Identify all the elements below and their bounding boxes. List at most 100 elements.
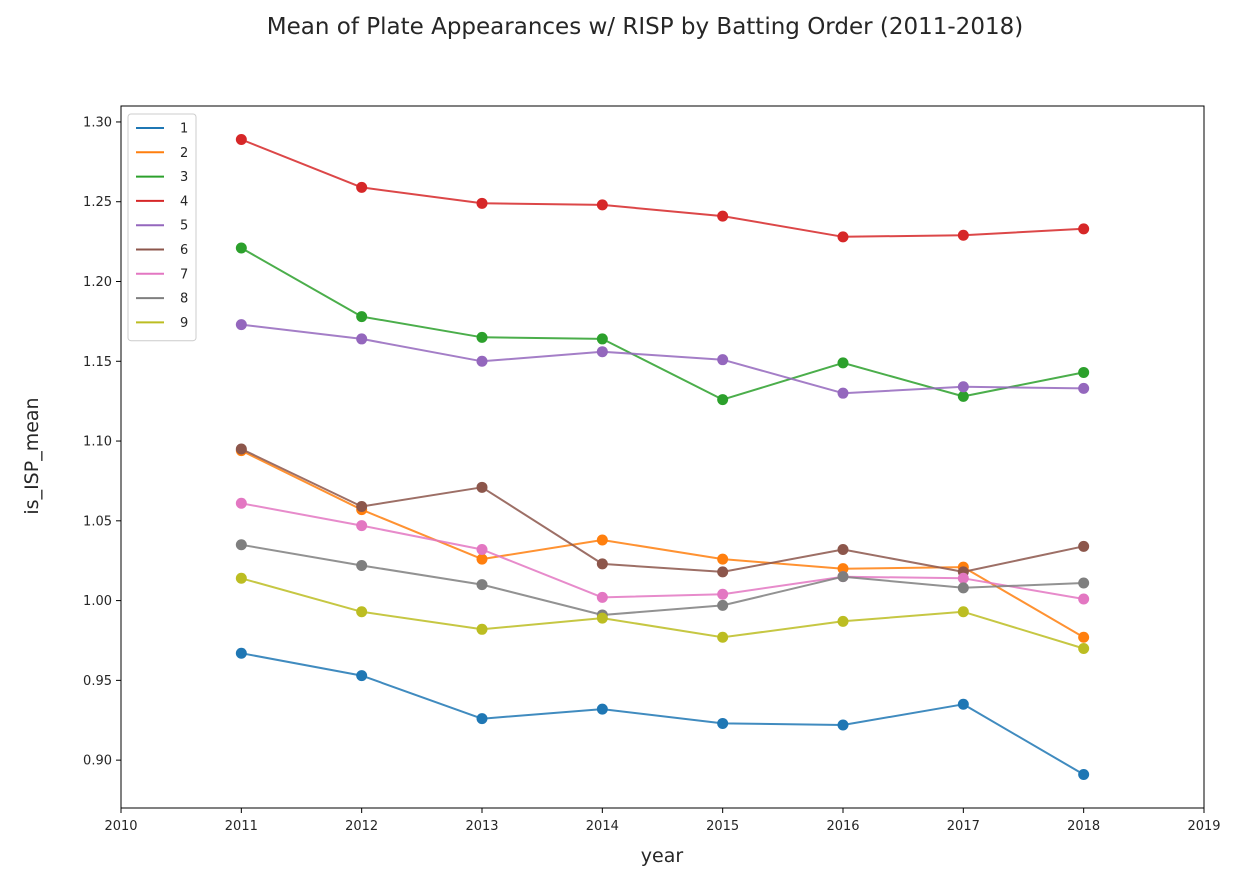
legend-label-5: 5 bbox=[180, 219, 188, 234]
data-point-9 bbox=[356, 606, 368, 618]
data-point-9 bbox=[957, 606, 969, 618]
y-tick-label: 1.20 bbox=[83, 275, 112, 290]
data-point-7 bbox=[1078, 593, 1090, 605]
data-point-6 bbox=[596, 558, 608, 570]
data-point-2 bbox=[837, 563, 849, 575]
data-point-1 bbox=[957, 698, 969, 710]
data-point-5 bbox=[717, 354, 729, 366]
data-point-5 bbox=[957, 381, 969, 393]
x-tick-label: 2011 bbox=[225, 819, 258, 834]
data-point-7 bbox=[356, 520, 368, 532]
x-tick-label: 2018 bbox=[1067, 819, 1100, 834]
x-tick-label: 2015 bbox=[706, 819, 739, 834]
series-7 bbox=[235, 497, 1090, 605]
x-tick-label: 2016 bbox=[826, 819, 859, 834]
data-point-2 bbox=[1078, 631, 1090, 643]
y-axis-title: is_ISP_mean bbox=[21, 397, 43, 514]
data-point-4 bbox=[235, 134, 247, 146]
data-point-5 bbox=[837, 387, 849, 399]
data-point-9 bbox=[717, 631, 729, 643]
series-line-4 bbox=[240, 138, 1084, 238]
data-point-9 bbox=[235, 572, 247, 584]
series-line-9 bbox=[241, 577, 1084, 650]
series-3 bbox=[235, 242, 1090, 406]
x-tick-label: 2017 bbox=[947, 819, 980, 834]
data-point-4 bbox=[596, 199, 608, 211]
data-point-8 bbox=[235, 539, 247, 551]
series-5 bbox=[235, 319, 1090, 399]
data-point-4 bbox=[476, 197, 488, 209]
data-point-8 bbox=[837, 571, 849, 583]
data-point-6 bbox=[1078, 540, 1090, 552]
data-point-8 bbox=[1078, 577, 1090, 589]
y-tick-label: 0.90 bbox=[83, 754, 112, 769]
data-point-8 bbox=[717, 599, 729, 611]
data-point-1 bbox=[596, 703, 608, 715]
legend-label-8: 8 bbox=[180, 292, 188, 307]
legend-label-3: 3 bbox=[180, 170, 188, 185]
x-tick-label: 2010 bbox=[104, 819, 137, 834]
data-point-4 bbox=[837, 231, 849, 243]
series-9 bbox=[235, 572, 1090, 654]
data-point-1 bbox=[235, 647, 247, 659]
data-point-6 bbox=[235, 443, 247, 455]
data-point-4 bbox=[957, 229, 969, 241]
y-tick-label: 1.05 bbox=[83, 514, 112, 529]
data-point-9 bbox=[596, 612, 608, 624]
data-point-5 bbox=[596, 346, 608, 358]
series-line-8 bbox=[241, 543, 1084, 616]
data-point-1 bbox=[837, 719, 849, 731]
data-point-1 bbox=[476, 713, 488, 725]
y-axis: 0.90 0.95 1.00 1.05 1.10 1.15 1.20 1.25 1.30 bbox=[83, 115, 121, 769]
data-point-6 bbox=[476, 481, 488, 493]
series-6 bbox=[235, 443, 1090, 578]
data-point-5 bbox=[356, 333, 368, 345]
y-tick-label: 1.00 bbox=[83, 594, 112, 609]
data-point-4 bbox=[717, 210, 729, 222]
x-tick-label: 2014 bbox=[586, 819, 619, 834]
data-point-7 bbox=[957, 572, 969, 584]
x-tick-label: 2019 bbox=[1187, 819, 1220, 834]
legend-label-2: 2 bbox=[180, 146, 188, 161]
x-axis-title: year bbox=[641, 845, 684, 867]
y-tick-label: 1.10 bbox=[83, 435, 112, 450]
data-point-2 bbox=[476, 553, 488, 565]
data-point-7 bbox=[596, 591, 608, 603]
legend-label-1: 1 bbox=[180, 122, 188, 137]
legend: 1 2 3 4 5 6 7 8 9 bbox=[127, 113, 197, 342]
series-line-6 bbox=[240, 448, 1084, 573]
legend-label-6: 6 bbox=[180, 243, 188, 258]
data-point-3 bbox=[476, 331, 488, 343]
data-point-5 bbox=[235, 319, 247, 331]
x-tick-label: 2012 bbox=[345, 819, 378, 834]
data-point-4 bbox=[356, 181, 368, 193]
data-point-8 bbox=[957, 582, 969, 594]
data-point-4 bbox=[1078, 223, 1090, 235]
data-point-9 bbox=[476, 623, 488, 635]
x-axis: 2010 2011 2012 2013 2014 2015 2016 2017 2018 2019 bbox=[104, 808, 1221, 834]
series-1 bbox=[235, 647, 1090, 780]
data-point-7 bbox=[476, 544, 488, 556]
data-point-9 bbox=[1078, 642, 1090, 654]
data-point-6 bbox=[837, 544, 849, 556]
series-4 bbox=[235, 134, 1090, 243]
data-point-1 bbox=[356, 670, 368, 682]
data-point-3 bbox=[717, 394, 729, 406]
data-point-8 bbox=[476, 579, 488, 591]
data-point-3 bbox=[957, 390, 969, 402]
legend-box bbox=[127, 113, 197, 342]
series-line-5 bbox=[241, 323, 1084, 395]
data-point-2 bbox=[596, 534, 608, 546]
data-point-3 bbox=[356, 311, 368, 323]
data-point-7 bbox=[235, 497, 247, 509]
legend-label-9: 9 bbox=[180, 316, 188, 331]
series-line-3 bbox=[240, 247, 1084, 401]
chart-title: Mean of Plate Appearances w/ RISP by Bat… bbox=[267, 14, 1023, 40]
legend-label-7: 7 bbox=[180, 267, 188, 282]
data-point-1 bbox=[1078, 768, 1090, 780]
y-tick-label: 1.15 bbox=[83, 355, 112, 370]
data-point-3 bbox=[596, 333, 608, 345]
series-line-1 bbox=[241, 652, 1085, 776]
